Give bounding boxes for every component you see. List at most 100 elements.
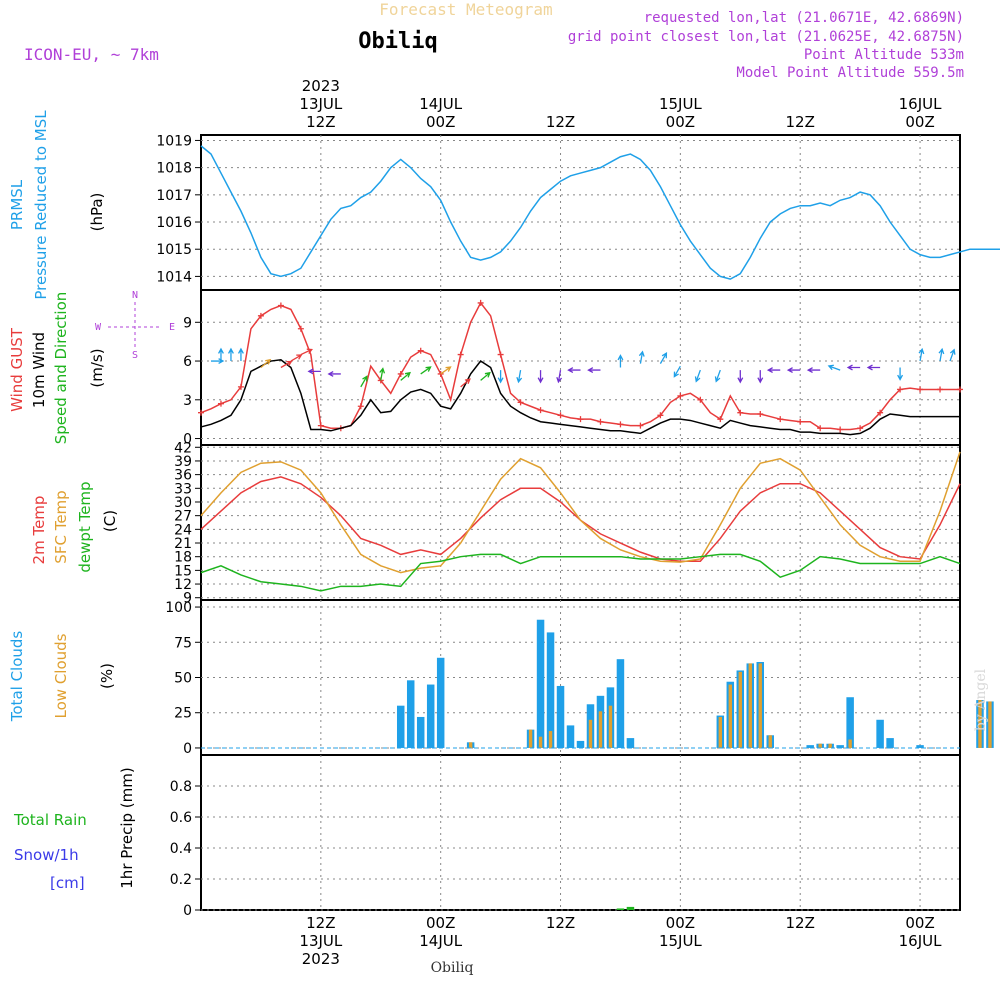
gust-marker (757, 411, 764, 417)
bar-low-clouds (738, 671, 742, 748)
bar-low-clouds (718, 716, 723, 748)
wind-direction-arrow (300, 348, 313, 356)
wind-direction-arrow (537, 370, 544, 384)
wind-direction-arrow (516, 369, 523, 384)
ytick-label: 33 (174, 481, 192, 497)
compass-w: W (95, 322, 102, 333)
time-label: 13JUL (299, 932, 342, 950)
time-label: 00Z (666, 113, 695, 131)
compass-rose: N W E S (95, 290, 175, 361)
label-percent: (%) (98, 663, 116, 689)
ytick-label: 0 (183, 903, 192, 919)
label-wind-gust: Wind GUST (8, 327, 26, 412)
gust-marker (198, 409, 204, 416)
gust-marker (657, 412, 664, 419)
ytick-label: 1019 (156, 133, 192, 149)
wind-direction-arrow (949, 348, 956, 362)
pressure-panel: 1014 1015 1016 1017 1018 1019 (156, 133, 1000, 291)
gust-marker (497, 351, 504, 358)
wind-direction-arrow (420, 366, 432, 375)
clouds-panel: 0 25 50 75 100 (165, 599, 994, 757)
model-label: ICON-EU, ~ 7km (24, 45, 159, 64)
wind-direction-arrow (360, 375, 368, 388)
gust-marker (957, 386, 963, 393)
bar-low-clouds (588, 719, 593, 748)
label-low-clouds: Low Clouds (52, 633, 70, 718)
bar-low-clouds (818, 743, 822, 748)
bar-total-rain (616, 908, 625, 910)
bar-total-clouds (876, 719, 884, 748)
ytick-label: 1016 (156, 215, 192, 231)
ytick-label: 36 (174, 468, 192, 484)
bar-low-clouds (748, 663, 752, 748)
gust-marker (917, 386, 924, 393)
wind-direction-arrow (673, 365, 681, 378)
gust-marker (277, 302, 284, 309)
subtitle: Forecast Meteogram (379, 0, 552, 19)
compass-n: N (132, 290, 138, 301)
time-label: 12Z (786, 113, 815, 131)
bar-total-clouds (406, 680, 415, 748)
gust-marker (817, 425, 824, 432)
time-label: 15JUL (659, 95, 702, 113)
bar-low-clouds (728, 684, 732, 748)
gust-marker (557, 412, 564, 419)
wind-direction-arrow (617, 354, 624, 368)
wind-direction-arrow (938, 347, 945, 362)
time-label: 12Z (306, 113, 335, 131)
wind-direction-arrow (694, 369, 701, 383)
bar-total-clouds (566, 725, 575, 748)
label-snow: Snow/1h (14, 846, 79, 864)
gust-marker (897, 386, 904, 393)
gust-marker (317, 422, 324, 429)
gust-marker (457, 351, 464, 358)
wind-direction-arrow (480, 371, 491, 381)
gust-marker (297, 325, 304, 332)
bar-total-clouds (576, 740, 585, 748)
wind-direction-arrow (260, 358, 272, 368)
ytick-label: 42 (174, 440, 192, 456)
bar-low-clouds (538, 736, 543, 748)
gust-marker (637, 422, 644, 429)
bar-low-clouds (768, 735, 772, 748)
gust-marker (257, 312, 264, 319)
bar-low-clouds (598, 711, 603, 748)
gust-marker (537, 407, 544, 414)
gust-marker (677, 392, 684, 399)
wind-direction-arrow (379, 367, 386, 381)
wind-direction-arrow (497, 370, 504, 384)
bar-total-clouds (806, 745, 814, 748)
ytick-label: 18 (174, 550, 192, 566)
gust-marker (357, 403, 364, 410)
ytick-label: 75 (174, 635, 192, 651)
bar-total-rain (626, 906, 635, 910)
wind-direction-arrow (806, 367, 821, 374)
label-hpa: (hPa) (88, 193, 106, 232)
bar-low-clouds (548, 731, 553, 748)
wind-direction-arrow (237, 347, 244, 362)
wind-direction-arrow (556, 369, 563, 384)
time-label: 15JUL (659, 932, 702, 950)
side-labels: PRMSL Pressure Reduced to MSL (hPa) Wind GU… (8, 110, 136, 892)
wind-direction-arrow (846, 364, 861, 371)
label-10m-wind: 10m Wind (30, 332, 48, 408)
wind-direction-arrow (659, 352, 668, 364)
wind-direction-arrow (307, 368, 321, 375)
ytick-label: 100 (165, 600, 192, 616)
wind-panel: 0 3 6 9 (183, 289, 963, 448)
bar-total-clouds (616, 659, 625, 748)
wind-direction-arrow (460, 378, 471, 388)
series-line-prmsl (200, 145, 1000, 280)
wind-direction-arrow (766, 367, 781, 374)
wind-direction-arrow (827, 364, 841, 371)
ytick-label: 6 (183, 354, 192, 370)
bar-total-clouds (886, 738, 894, 748)
label-ms: (m/s) (88, 348, 106, 387)
time-label: 00Z (905, 113, 934, 131)
gust-marker (837, 426, 844, 433)
point-altitude: Point Altitude 533m (804, 47, 964, 63)
bar-low-clouds (978, 700, 982, 748)
label-dewpt-temp: dewpt Temp (76, 481, 94, 572)
